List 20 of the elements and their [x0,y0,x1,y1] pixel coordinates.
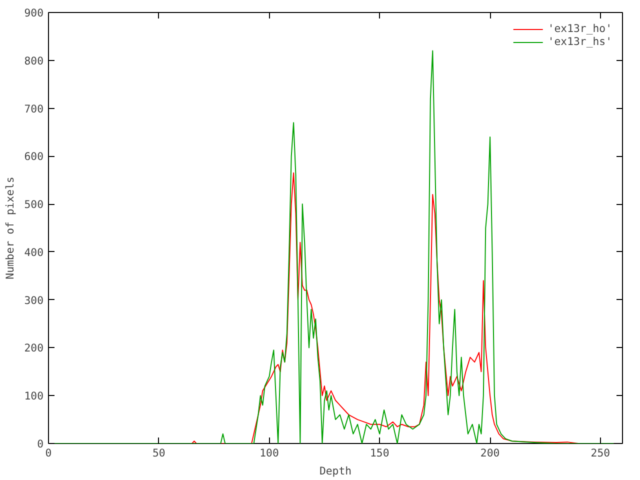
y-tick-label: 400 [24,246,44,259]
x-tick-label: 100 [260,446,279,460]
y-tick-label: 200 [24,342,44,355]
y-tick-label: 700 [24,102,44,116]
x-tick-label: 250 [590,446,610,460]
legend-label: 'ex13r_hs' [548,35,612,48]
y-tick-label: 800 [24,54,44,68]
y-tick-label: 600 [24,150,44,164]
legend-label: 'ex13r_ho' [548,22,612,35]
y-tick-label: 100 [24,390,44,403]
x-axis-title: Depth [319,464,352,478]
x-tick-label: 150 [370,446,390,460]
y-tick-label: 500 [24,198,44,212]
x-tick-label: 0 [45,446,52,460]
y-axis-title: Number of pixels [3,176,16,280]
x-tick-label: 200 [480,446,500,460]
x-tick-label: 50 [152,446,166,460]
y-tick-label: 0 [37,438,44,450]
y-tick-label: 900 [24,6,44,20]
y-tick-label: 300 [24,294,44,307]
